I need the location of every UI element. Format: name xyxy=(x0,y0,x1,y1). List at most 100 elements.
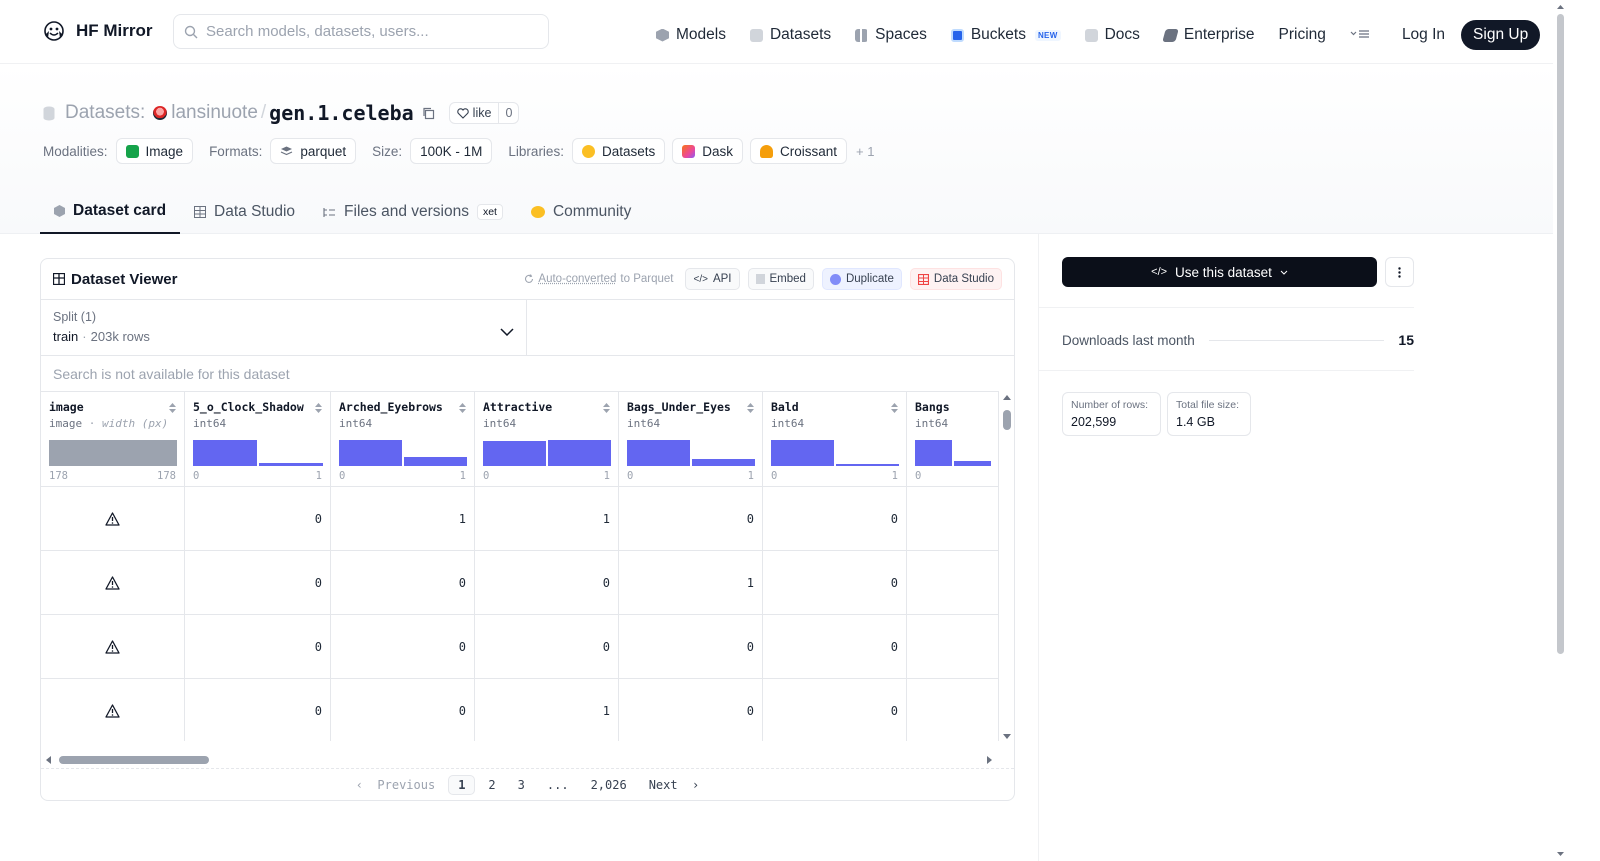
table-cell[interactable]: 0 xyxy=(185,615,331,679)
histogram-bar[interactable] xyxy=(771,440,834,466)
table-cell[interactable]: 0 xyxy=(763,679,907,741)
data-studio-button[interactable]: Data Studio xyxy=(909,268,1002,290)
copy-icon[interactable] xyxy=(422,107,435,120)
library-chip-croissant[interactable]: Croissant xyxy=(750,138,848,164)
tab-community[interactable]: Community xyxy=(517,190,645,234)
column-header[interactable]: Bald int64 0 1 xyxy=(763,392,907,487)
table-cell[interactable]: 1 xyxy=(619,551,763,615)
nav-models[interactable]: Models xyxy=(656,23,726,47)
sort-icon[interactable] xyxy=(458,402,467,414)
more-menu-icon[interactable] xyxy=(1350,28,1370,43)
histogram-bar[interactable] xyxy=(954,461,991,466)
table-cell[interactable]: 0 xyxy=(763,615,907,679)
table-cell[interactable]: 0 xyxy=(185,551,331,615)
column-header[interactable]: Bags_Under_Eyes int64 0 1 xyxy=(619,392,763,487)
image-cell[interactable] xyxy=(41,551,185,615)
nav-enterprise[interactable]: Enterprise xyxy=(1162,23,1255,47)
table-cell[interactable]: 0 xyxy=(331,679,475,741)
like-button[interactable]: like 0 xyxy=(448,102,520,124)
table-cell[interactable]: 0 xyxy=(185,487,331,551)
duplicate-button[interactable]: Duplicate xyxy=(821,268,902,290)
table-cell[interactable]: 1 xyxy=(475,487,619,551)
histogram-bar[interactable] xyxy=(548,440,611,466)
histogram-bar[interactable] xyxy=(915,440,952,466)
table-cell[interactable] xyxy=(907,551,999,615)
table-cell[interactable]: 0 xyxy=(475,551,619,615)
tab-data-studio[interactable]: Data Studio xyxy=(180,190,309,234)
table-cell[interactable] xyxy=(907,679,999,741)
page-scrollbar[interactable] xyxy=(1553,0,1568,861)
column-header[interactable]: Attractive int64 0 1 xyxy=(475,392,619,487)
brand-logo[interactable]: HF Mirror xyxy=(42,19,153,43)
more-options-button[interactable] xyxy=(1385,257,1414,287)
sort-icon[interactable] xyxy=(890,402,899,414)
sort-icon[interactable] xyxy=(314,402,323,414)
table-cell[interactable]: 0 xyxy=(475,615,619,679)
table-cell[interactable]: 0 xyxy=(619,679,763,741)
dataset-owner[interactable]: lansinuote xyxy=(171,102,258,123)
image-cell[interactable] xyxy=(41,487,185,551)
table-cell[interactable] xyxy=(907,487,999,551)
library-chip-dask[interactable]: Dask xyxy=(672,138,743,164)
next-page-button[interactable]: Next › xyxy=(648,777,700,792)
histogram-bar[interactable] xyxy=(404,456,467,466)
global-search[interactable] xyxy=(173,14,549,49)
modality-chip-image[interactable]: Image xyxy=(115,138,194,164)
api-button[interactable]: </> API xyxy=(685,268,740,290)
sort-icon[interactable] xyxy=(168,402,177,414)
table-cell[interactable]: 0 xyxy=(331,551,475,615)
table-horizontal-scrollbar[interactable] xyxy=(41,752,999,768)
histogram-bar[interactable] xyxy=(193,440,257,466)
table-cell[interactable]: 0 xyxy=(619,487,763,551)
page-1-button[interactable]: 1 xyxy=(448,774,476,795)
histogram-bar[interactable] xyxy=(49,440,177,466)
size-chip[interactable]: 100K - 1M xyxy=(410,138,493,164)
use-this-dataset-button[interactable]: </> Use this dataset xyxy=(1062,257,1377,287)
histogram-bar[interactable] xyxy=(483,441,546,466)
auto-converted-link[interactable]: Auto-converted xyxy=(538,273,617,285)
table-cell[interactable]: 0 xyxy=(185,679,331,741)
split-selector[interactable]: Split (1) train · 203k rows xyxy=(41,300,527,355)
page-2-button[interactable]: 2 xyxy=(488,777,496,792)
library-chip-datasets[interactable]: Datasets xyxy=(571,138,666,164)
nav-pricing[interactable]: Pricing xyxy=(1279,23,1326,47)
sort-icon[interactable] xyxy=(602,402,611,414)
table-cell[interactable]: 1 xyxy=(331,487,475,551)
embed-button[interactable]: Embed xyxy=(747,268,814,290)
nav-spaces[interactable]: Spaces xyxy=(855,23,927,47)
dataset-name[interactable]: gen.1.celeba xyxy=(269,101,414,125)
table-vertical-scrollbar[interactable] xyxy=(999,391,1014,743)
last-page-button[interactable]: 2,026 xyxy=(590,777,627,792)
column-header[interactable]: Arched_Eyebrows int64 0 1 xyxy=(331,392,475,487)
search-input[interactable] xyxy=(206,23,526,40)
histogram-bar[interactable] xyxy=(836,464,899,466)
tab-dataset-card[interactable]: Dataset card xyxy=(40,190,181,234)
column-header[interactable]: image image · width (px) 178 178 xyxy=(41,392,185,487)
histogram-bar[interactable] xyxy=(259,462,323,466)
histogram-bar[interactable] xyxy=(692,459,755,466)
signup-button[interactable]: Sign Up xyxy=(1461,20,1541,50)
page-3-button[interactable]: 3 xyxy=(517,777,525,792)
histogram-bar[interactable] xyxy=(339,440,402,466)
nav-docs[interactable]: Docs xyxy=(1084,23,1140,47)
column-header[interactable]: 5_o_Clock_Shadow int64 0 1 xyxy=(185,392,331,487)
tab-files-and-versions[interactable]: Files and versions xet xyxy=(309,190,517,234)
more-libraries[interactable]: + 1 xyxy=(856,143,875,159)
nav-datasets[interactable]: Datasets xyxy=(749,23,831,47)
table-cell[interactable] xyxy=(907,615,999,679)
sort-icon[interactable] xyxy=(746,402,755,414)
image-cell[interactable] xyxy=(41,615,185,679)
column-header[interactable]: Bangs int64 0 xyxy=(907,392,999,487)
table-cell[interactable]: 0 xyxy=(763,487,907,551)
login-link[interactable]: Log In xyxy=(1401,26,1446,43)
format-chip-parquet[interactable]: parquet xyxy=(270,138,357,164)
image-cell[interactable] xyxy=(41,679,185,741)
table-cell[interactable]: 0 xyxy=(763,551,907,615)
previous-page-button[interactable]: ‹ Previous xyxy=(355,777,436,792)
histogram-bar[interactable] xyxy=(627,440,690,466)
nav-buckets[interactable]: Buckets NEW xyxy=(950,23,1061,47)
table-cell[interactable]: 0 xyxy=(619,615,763,679)
table-cell[interactable]: 0 xyxy=(331,615,475,679)
owner-avatar[interactable] xyxy=(153,106,168,120)
table-cell[interactable]: 1 xyxy=(475,679,619,741)
